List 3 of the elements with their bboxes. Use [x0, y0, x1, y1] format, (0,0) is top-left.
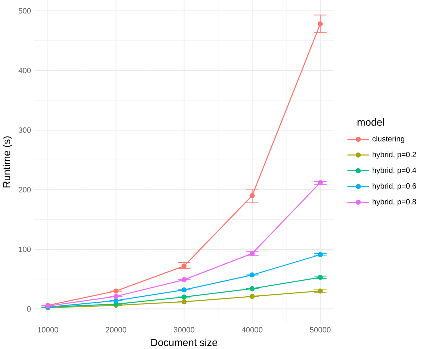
x-axis-title: Document size — [152, 338, 218, 346]
y-axis-title: Runtime (s) — [2, 136, 12, 188]
legend-title: model — [358, 118, 384, 126]
